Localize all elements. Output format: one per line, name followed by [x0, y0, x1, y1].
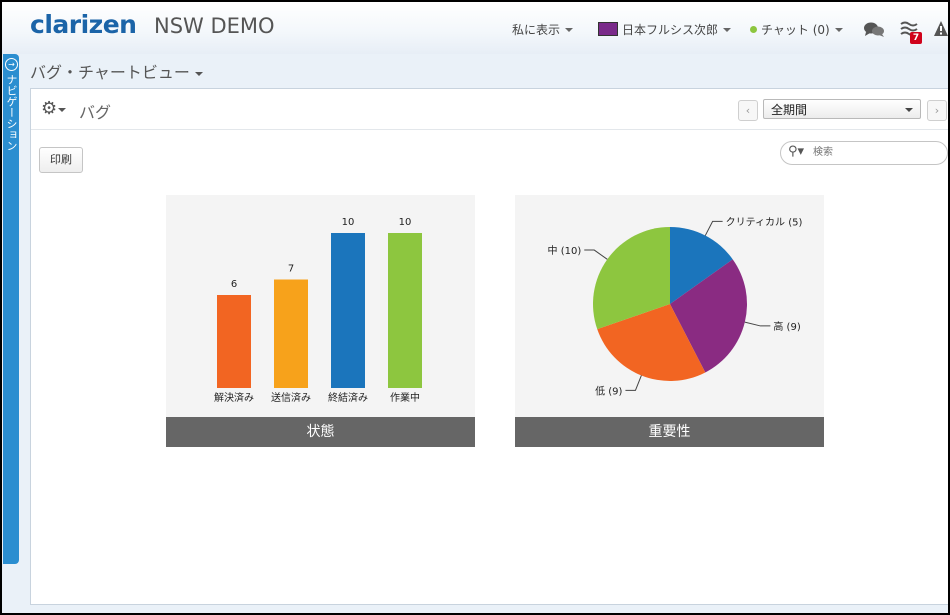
bar-value-label: 6 — [231, 279, 237, 290]
discussion-icon[interactable] — [863, 21, 885, 39]
alert-icon[interactable] — [934, 20, 948, 38]
period-value: 全期間 — [771, 103, 808, 117]
arrow-right-circle-icon: → — [5, 58, 18, 71]
pie-leader-line — [704, 220, 723, 236]
user-menu[interactable]: 日本フルシス次郎 — [598, 21, 732, 38]
priority-pie-chart: クリティカル (5) 高 (9) 低 (9) 中 (10) — [548, 216, 803, 397]
notification-count-badge: 7 — [910, 32, 922, 44]
category-tick-label: 終結済み — [328, 391, 368, 404]
pie-slice-2[interactable] — [670, 259, 747, 373]
bar-1[interactable] — [217, 295, 251, 388]
user-name: 日本フルシス次郎 — [622, 23, 719, 37]
chat-label: チャット (0) — [761, 23, 830, 37]
chevron-down-icon — [58, 108, 67, 112]
chevron-down-icon — [834, 28, 843, 32]
navigation-side-tab[interactable]: → ナビゲーション — [3, 54, 19, 564]
clarizen-logo[interactable]: clarizen — [30, 10, 137, 39]
gear-icon: ⚙ — [41, 98, 58, 119]
online-status-icon — [750, 26, 757, 33]
pie-slice-4[interactable] — [593, 227, 670, 330]
pie-leader-line — [744, 321, 771, 327]
panel-title: バグ — [79, 103, 112, 122]
next-button[interactable]: › — [927, 100, 947, 121]
priority-chart-card: クリティカル (5) 高 (9) 低 (9) 中 (10) 重要性 — [515, 195, 824, 447]
bar-2[interactable] — [274, 279, 308, 389]
chevron-down-icon — [905, 108, 913, 112]
status-bar-chart: 6 解決済み 7 送信済み 10 終結済み 10 作業中 — [214, 217, 422, 404]
chevron-down-icon — [565, 28, 574, 32]
pie-slice-label: 低 (9) — [595, 384, 622, 397]
pie-leader-line — [625, 375, 642, 391]
period-select[interactable]: 全期間 — [763, 99, 921, 119]
pie-leader-line — [584, 249, 608, 260]
bar-4[interactable] — [388, 233, 422, 388]
chevron-down-icon — [194, 72, 203, 76]
status-chart-title: 状態 — [166, 417, 475, 447]
top-header: clarizen NSW DEMO 私に表示 日本フルシス次郎 チャット (0)… — [2, 2, 948, 54]
chart-panel: ⚙ バグ ‹ 全期間 › 印刷 ⚲▾ 6 解決済み 7 送信済み 10 終結済み 10 作業中… — [30, 88, 948, 605]
category-tick-label: 作業中 — [390, 391, 420, 404]
previous-button[interactable]: ‹ — [738, 100, 758, 121]
bar-value-label: 7 — [288, 264, 294, 275]
show-me-menu[interactable]: 私に表示 — [512, 21, 574, 38]
status-chart-card: 6 解決済み 7 送信済み 10 終結済み 10 作業中 状態 — [166, 195, 475, 447]
search-box[interactable]: ⚲▾ — [780, 141, 948, 165]
pie-slice-label: クリティカル (5) — [726, 216, 803, 228]
bar-3[interactable] — [331, 233, 365, 388]
search-input[interactable] — [813, 145, 933, 160]
user-avatar — [598, 22, 618, 36]
pie-slice-1[interactable] — [670, 227, 733, 304]
chat-menu[interactable]: チャット (0) — [750, 21, 843, 38]
navigation-label: ナビゲーション — [5, 74, 18, 151]
category-tick-label: 送信済み — [271, 391, 311, 404]
pie-slice-3[interactable] — [597, 304, 706, 381]
priority-chart-title: 重要性 — [515, 417, 824, 447]
bar-value-label: 10 — [399, 217, 412, 228]
view-selector[interactable]: バグ・チャートビュー — [30, 59, 203, 83]
pie-slice-label: 高 (9) — [773, 320, 800, 333]
panel-toolbar: ⚙ バグ ‹ 全期間 › — [31, 89, 948, 130]
print-button[interactable]: 印刷 — [39, 147, 83, 173]
show-me-label: 私に表示 — [512, 23, 561, 37]
chevron-down-icon — [723, 28, 732, 32]
search-icon[interactable]: ⚲▾ — [788, 144, 805, 159]
bar-value-label: 10 — [342, 217, 355, 228]
pie-slice-label: 中 (10) — [548, 244, 582, 257]
view-title: バグ・チャートビュー — [30, 63, 190, 82]
category-tick-label: 解決済み — [214, 391, 254, 404]
app-title: NSW DEMO — [154, 14, 275, 38]
settings-menu[interactable]: ⚙ — [41, 98, 67, 119]
